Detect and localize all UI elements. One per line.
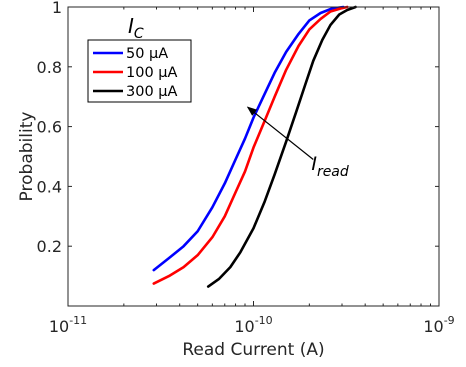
x-tick-exponent: -9: [444, 314, 455, 327]
x-tick-label: 10-9: [423, 314, 454, 336]
annotation-label: Iread: [311, 153, 349, 180]
y-tick-label: 0.6: [37, 118, 62, 137]
legend-title-subscript: C: [134, 26, 144, 42]
x-axis-label: Read Current (A): [182, 340, 324, 360]
x-tick-base: 10: [234, 317, 254, 336]
series-line-1: [152, 5, 349, 285]
x-tick-exponent: -11: [69, 314, 87, 327]
annotation-arrow: [246, 106, 314, 160]
legend-label-2: 300 μA: [126, 84, 178, 100]
x-tick-base: 10: [49, 317, 69, 336]
legend-label-1: 100 μA: [126, 65, 178, 81]
x-tick-exponent: -10: [255, 314, 273, 327]
annotation-subscript: read: [317, 164, 349, 180]
x-tick-label: 10-10: [234, 314, 272, 336]
y-tick-label: 0.8: [37, 58, 62, 77]
legend-title-main: I: [128, 14, 134, 38]
y-tick-label: 0.2: [37, 237, 62, 256]
x-tick-base: 10: [423, 317, 443, 336]
series-line-0: [152, 5, 345, 272]
legend: IC 50 μA 100 μA 300 μA: [87, 14, 192, 103]
axes-box: [67, 6, 440, 307]
legend-label-0: 50 μA: [126, 46, 168, 62]
y-axis-label: Probability: [17, 112, 37, 202]
y-tick-label: 0.4: [37, 177, 62, 196]
y-tick-label: 1: [52, 0, 62, 17]
x-tick-label: 10-11: [49, 314, 87, 336]
legend-title: IC: [128, 14, 144, 42]
annotation-main: I: [311, 153, 317, 175]
series-line-2: [206, 5, 357, 288]
